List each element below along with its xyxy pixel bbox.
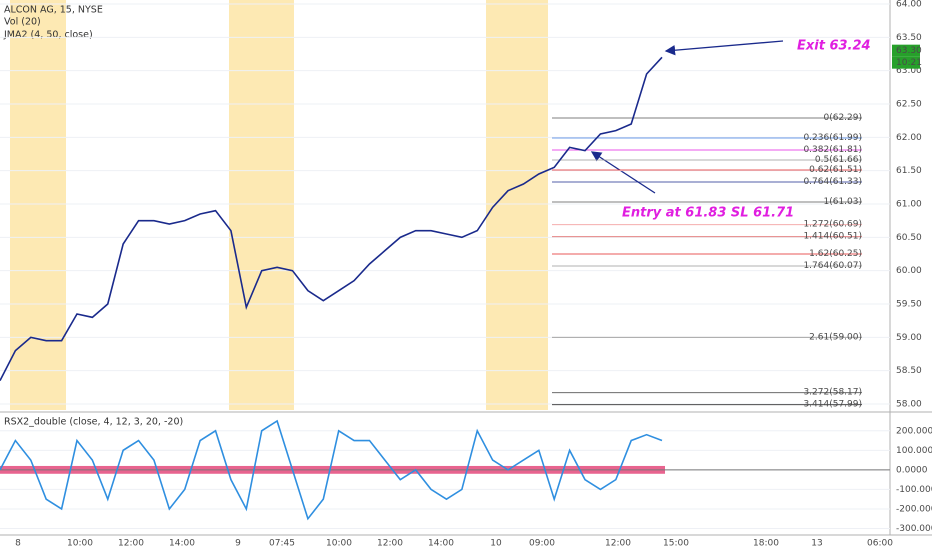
y-tick-label: -300.0000 [896, 524, 932, 534]
y-tick-label: 62.00 [896, 133, 922, 143]
x-tick-label: 8 [15, 539, 21, 549]
fib-label: 1(61.03) [823, 197, 862, 207]
x-tick-label: 12:00 [118, 539, 144, 549]
fib-label: 0.5(61.66) [815, 155, 862, 165]
x-tick-label: 9 [235, 539, 241, 549]
indicator-title: JMA2 (4, 50, close) [3, 30, 93, 41]
y-tick-label: 0.0000 [896, 465, 928, 475]
rsx-title: RSX2_double (close, 4, 12, 3, 20, -20) [4, 417, 183, 428]
session-shade [10, 0, 66, 410]
series-line [0, 419, 663, 521]
y-tick-label: 60.00 [896, 266, 922, 276]
x-tick-label: 12:00 [605, 539, 631, 549]
fib-label: 1.62(60.25) [809, 249, 862, 259]
y-tick-label: 61.00 [896, 200, 922, 210]
fib-label: 2.61(59.00) [809, 332, 862, 342]
y-tick-label: 100.0000 [896, 446, 932, 456]
y-tick-label: 60.50 [896, 233, 922, 243]
y-tick-label: 58.00 [896, 400, 922, 410]
y-tick-label: 61.50 [896, 166, 922, 176]
fib-label: 0.382(61.81) [803, 145, 862, 155]
y-tick-label: 62.50 [896, 100, 922, 110]
countdown-tag [892, 56, 920, 69]
fib-label: 0.236(61.99) [803, 133, 862, 143]
x-tick-label: 18:00 [753, 539, 779, 549]
x-tick-label: 07:45 [269, 539, 295, 549]
session-shade [486, 0, 548, 410]
y-tick-label: 200.0000 [896, 426, 932, 436]
fib-label: 0.62(61.51) [809, 165, 862, 175]
exit-arrow [664, 40, 784, 56]
countdown-label: 10:21 [896, 58, 922, 68]
price-tag-label: 63.30 [896, 46, 922, 56]
entry-arrow [590, 151, 656, 194]
x-tick-label: 10:00 [67, 539, 93, 549]
y-tick-label: -100.0000 [896, 485, 932, 495]
y-tick-label: 63.50 [896, 33, 922, 43]
y-tick-label: 59.50 [896, 300, 922, 310]
y-tick-label: 58.50 [896, 366, 922, 376]
x-tick-label: 14:00 [169, 539, 195, 549]
fib-label: 0.764(61.33) [803, 177, 862, 187]
fib-label: 1.764(60.07) [803, 261, 862, 271]
volume-title: Vol (20) [4, 17, 41, 28]
x-tick-label: 09:00 [529, 539, 555, 549]
x-tick-label: 10 [490, 539, 502, 549]
symbol-title: ALCON AG, 15, NYSE [4, 5, 103, 16]
x-tick-label: 10:00 [326, 539, 352, 549]
x-tick-label: 15:00 [663, 539, 689, 549]
x-tick-label: 14:00 [428, 539, 454, 549]
series-line [0, 56, 663, 382]
fib-label: 3.414(57.99) [803, 400, 862, 410]
session-shade [229, 0, 294, 410]
y-tick-label: 64.00 [896, 0, 922, 10]
entry-annotation: Entry at 61.83 SL 61.71 [622, 206, 794, 221]
x-tick-label: 06:00 [867, 539, 893, 549]
x-tick-label: 12:00 [377, 539, 403, 549]
fib-label: 1.272(60.69) [803, 220, 862, 230]
x-tick-label: 13 [811, 539, 822, 549]
fib-label: 1.414(60.51) [803, 232, 862, 242]
y-tick-label: 59.00 [896, 333, 922, 343]
y-tick-label: 63.00 [896, 66, 922, 76]
fib-label: 3.272(58.17) [803, 388, 862, 398]
y-tick-label: -200.0000 [896, 504, 932, 514]
fib-label: 0(62.29) [823, 113, 862, 123]
exit-annotation: Exit 63.24 [797, 39, 871, 54]
price-tag [892, 44, 920, 57]
